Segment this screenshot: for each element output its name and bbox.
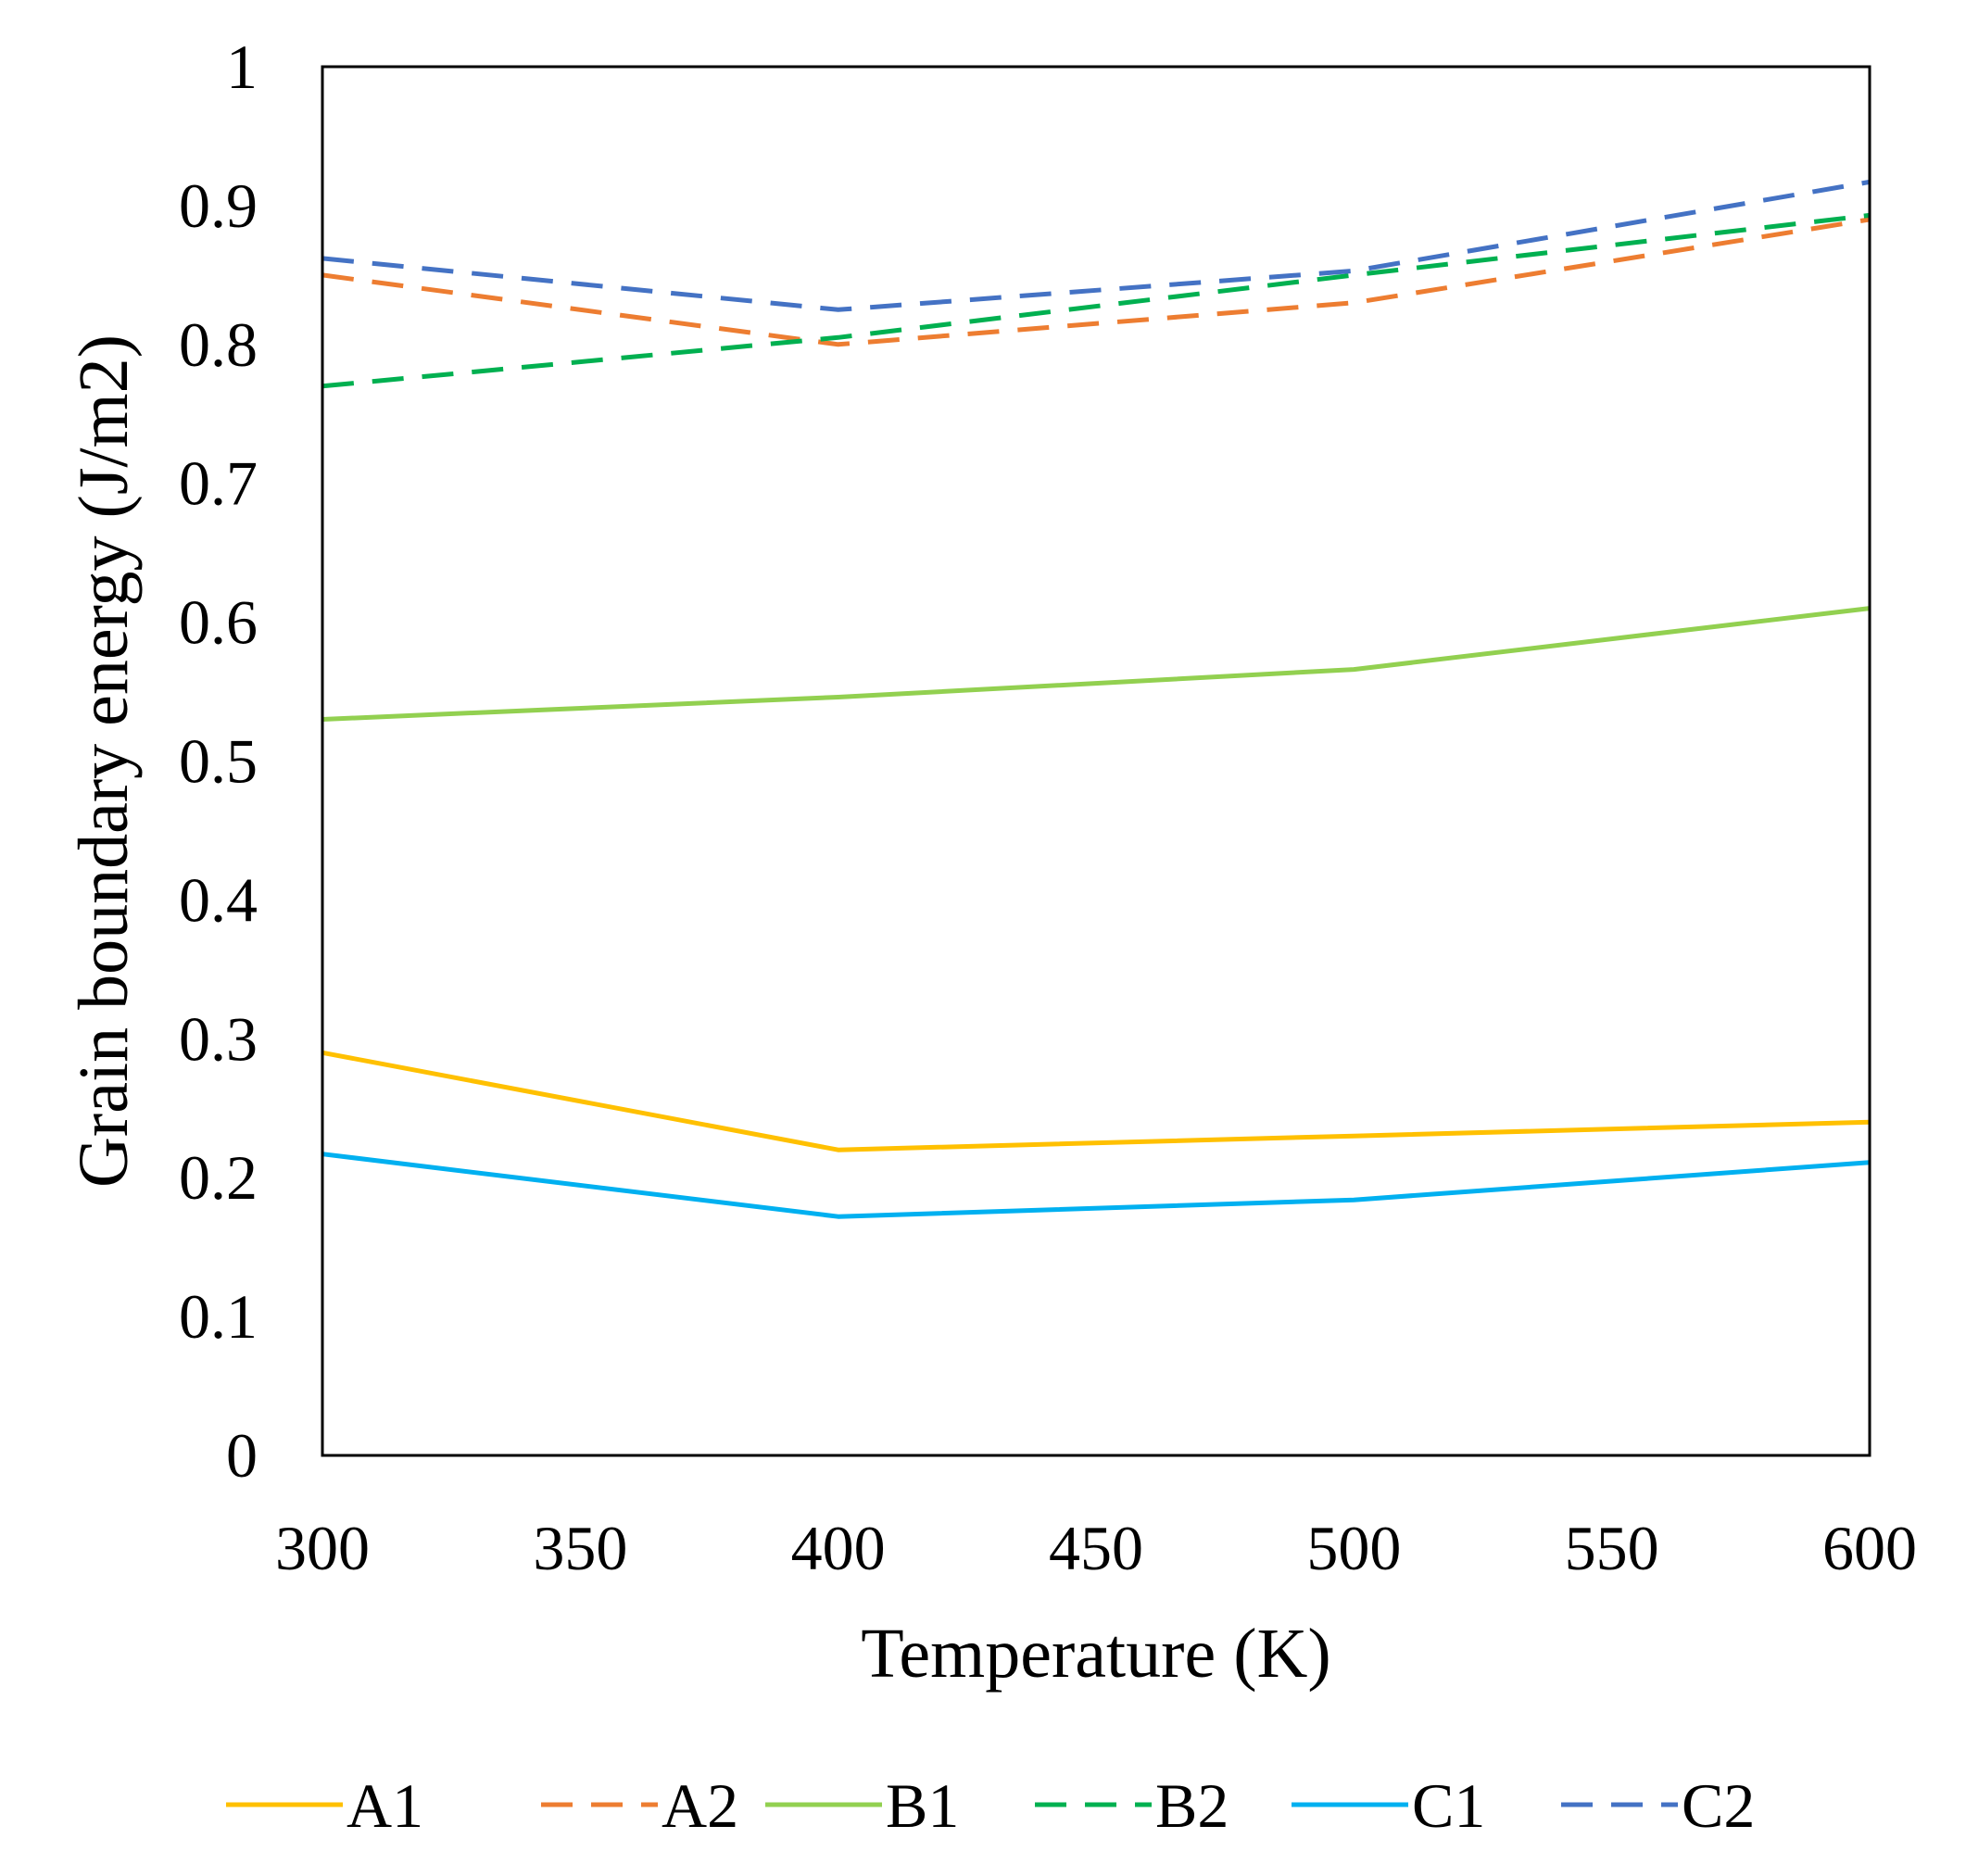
legend-label-a2: A2	[662, 1770, 738, 1841]
legend-label-c2: C2	[1682, 1770, 1755, 1841]
series-line-b1	[321, 606, 1871, 722]
legend-label-a1: A1	[347, 1770, 423, 1841]
x-tick-label: 400	[791, 1513, 886, 1583]
series-line-a1	[321, 1050, 1871, 1152]
series-line-a2	[321, 217, 1871, 347]
series-line-c1	[321, 1152, 1871, 1219]
series-line-c2	[321, 179, 1871, 312]
x-tick-label: 550	[1565, 1513, 1659, 1583]
series-lines	[321, 179, 1871, 1219]
y-axis-ticks: 0 0.1 0.2 0.3 0.4 0.5 0.6 0.7 0.8 0.9 1	[179, 31, 258, 1491]
y-tick-label: 0.6	[179, 587, 258, 658]
legend-label-b1: B1	[886, 1770, 959, 1841]
plot-area-frame	[321, 65, 1871, 1457]
legend: A1 A2 B1 B2 C1 C2	[226, 1770, 1755, 1841]
x-axis-ticks: 300 350 400 450 500 550 600	[275, 1513, 1917, 1583]
y-tick-label: 0.1	[179, 1281, 258, 1352]
y-tick-label: 0.2	[179, 1142, 258, 1213]
y-tick-label: 0.8	[179, 309, 258, 380]
x-tick-label: 350	[533, 1513, 627, 1583]
y-tick-label: 0.9	[179, 170, 258, 241]
legend-label-c1: C1	[1412, 1770, 1485, 1841]
x-tick-label: 600	[1822, 1513, 1917, 1583]
y-tick-label: 0.4	[179, 864, 258, 935]
series-line-b2	[321, 212, 1871, 389]
y-axis-title: Grain boundary energy (J/m2)	[65, 334, 143, 1188]
y-tick-label: 1	[226, 31, 258, 102]
y-tick-label: 0	[226, 1420, 258, 1491]
x-tick-label: 300	[275, 1513, 370, 1583]
y-tick-label: 0.3	[179, 1003, 258, 1074]
y-tick-label: 0.7	[179, 448, 258, 519]
legend-label-b2: B2	[1155, 1770, 1229, 1841]
y-tick-label: 0.5	[179, 726, 258, 797]
x-tick-label: 450	[1049, 1513, 1143, 1583]
x-axis-title: Temperature (K)	[861, 1615, 1330, 1693]
x-tick-label: 500	[1306, 1513, 1401, 1583]
